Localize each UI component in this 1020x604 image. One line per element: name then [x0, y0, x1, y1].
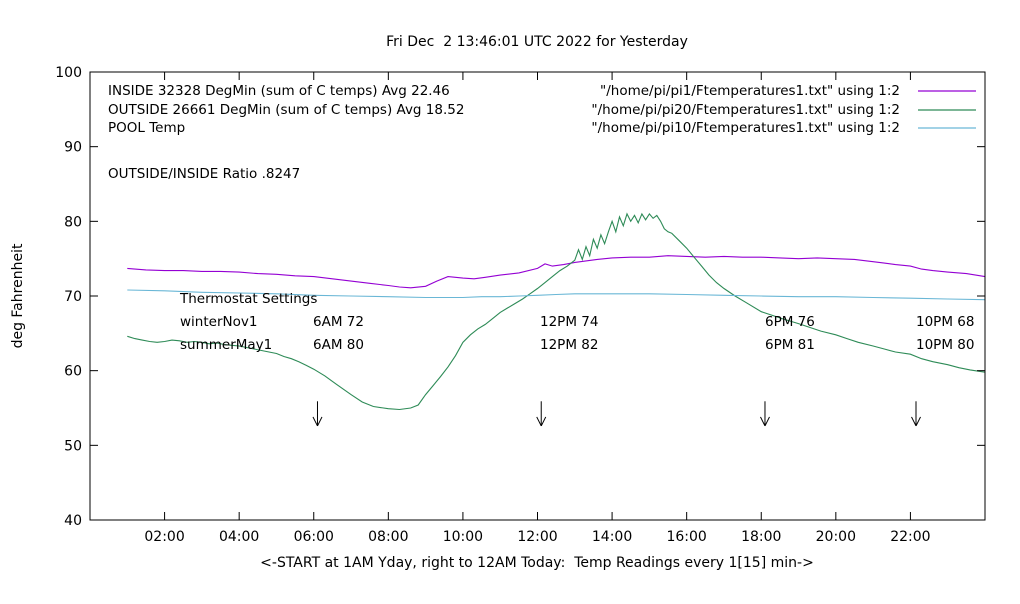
thermostat-summer-10pm: 10PM 80 — [916, 337, 974, 353]
thermostat-summer-6pm: 6PM 81 — [765, 337, 815, 353]
x-tick-label: 18:00 — [741, 529, 781, 545]
thermostat-summer-6am: 6AM 80 — [313, 337, 364, 353]
thermostat-winter-6pm: 6PM 76 — [765, 314, 815, 330]
legend-outside-label: OUTSIDE 26661 DegMin (sum of C temps) Av… — [108, 102, 464, 118]
thermostat-winter-12pm: 12PM 74 — [540, 314, 598, 330]
series-outside-line — [127, 212, 986, 411]
plot-layer: 40 50 60 70 80 90 100 02:00 04:00 06:00 08:00 10:00… — [55, 65, 986, 545]
down-arrow-head — [540, 416, 547, 427]
x-tick-label: 20:00 — [816, 529, 856, 545]
x-tick-label: 04:00 — [219, 529, 259, 545]
y-tick-label: 50 — [64, 438, 82, 454]
x-tick-label: 16:00 — [666, 529, 706, 545]
y-tick-label: 40 — [64, 513, 82, 529]
thermostat-winter-label: winterNov1 — [180, 314, 257, 330]
down-arrow-head — [760, 416, 766, 427]
x-tick-label: 06:00 — [294, 529, 334, 545]
down-arrow-head — [317, 416, 323, 427]
y-axis-label: deg Fahrenheit — [10, 243, 26, 348]
x-axis-label: <-START at 1AM Yday, right to 12AM Today… — [260, 555, 814, 571]
y-tick-label: 90 — [64, 140, 82, 156]
thermostat-summer-12pm: 12PM 82 — [540, 337, 598, 353]
down-arrow-head — [764, 416, 770, 427]
legend-outside-file: "/home/pi/pi20/Ftemperatures1.txt" using… — [591, 102, 900, 118]
series-pool-line — [127, 289, 986, 301]
legend-inside-label: INSIDE 32328 DegMin (sum of C temps) Avg… — [108, 83, 450, 99]
x-tick-label: 14:00 — [592, 529, 632, 545]
down-arrow-head — [312, 416, 318, 427]
series-inside-line — [127, 255, 986, 289]
thermostat-settings-title: Thermostat Settings — [179, 291, 317, 307]
y-tick-label: 70 — [64, 289, 82, 305]
y-tick-label: 80 — [64, 214, 82, 230]
x-tick-label: 08:00 — [368, 529, 408, 545]
x-tick-label: 10:00 — [443, 529, 483, 545]
x-tick-label: 12:00 — [517, 529, 557, 545]
down-arrow-head — [536, 416, 542, 427]
y-tick-label: 100 — [55, 65, 82, 81]
thermostat-winter-6am: 6AM 72 — [313, 314, 364, 330]
x-tick-label: 22:00 — [890, 529, 930, 545]
legend-pool-file: "/home/pi/pi10/Ftemperatures1.txt" using… — [591, 120, 900, 136]
x-tick-label: 02:00 — [144, 529, 184, 545]
chart-title: Fri Dec 2 13:46:01 UTC 2022 for Yesterda… — [386, 34, 688, 50]
down-arrow-head — [915, 416, 921, 427]
down-arrow-head — [911, 416, 917, 427]
legend-pool-label: POOL Temp — [108, 120, 185, 136]
outside-inside-ratio-text: OUTSIDE/INSIDE Ratio .8247 — [108, 166, 300, 182]
thermostat-summer-label: summerMay1 — [180, 337, 272, 353]
thermostat-winter-10pm: 10PM 68 — [916, 314, 974, 330]
y-tick-label: 60 — [64, 364, 82, 380]
legend-inside-file: "/home/pi/pi1/Ftemperatures1.txt" using … — [600, 83, 900, 99]
